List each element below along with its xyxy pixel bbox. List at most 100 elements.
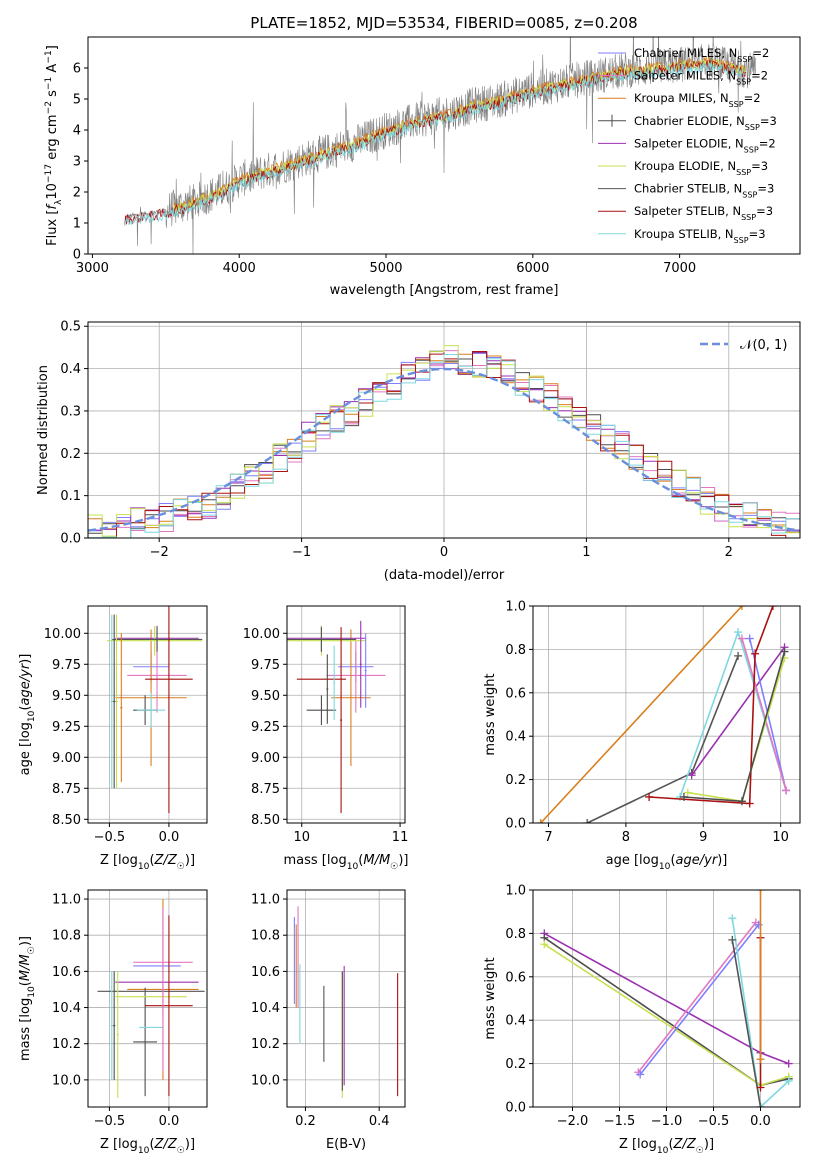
y-tick-label: 9.50 <box>52 689 81 704</box>
weight-marker <box>728 914 737 923</box>
weight-series <box>636 920 763 1079</box>
x-axis-label: age [log10(age/yr)] <box>606 853 728 872</box>
legend-entry: Chabrier ELODIE, NSSP=3 <box>634 114 777 132</box>
y-axis-label: Normed distribution <box>36 365 51 495</box>
x-tick-label: −1 <box>292 545 311 560</box>
weight-marker <box>734 651 743 660</box>
y-tick-label: 10.6 <box>251 965 280 980</box>
y-tick-label: 10.2 <box>52 1037 81 1052</box>
x-axis-label: wavelength [Angstrom, rest frame] <box>330 283 559 298</box>
weight-marker <box>754 920 763 929</box>
x-axis-label: Z [log10(Z/Z☉)] <box>619 1137 714 1156</box>
weight-marker <box>679 792 688 801</box>
x-tick-label: 0.0 <box>159 830 180 845</box>
x-tick-label: 11 <box>392 830 409 845</box>
y-tick-label: 9.75 <box>251 658 280 673</box>
errorbar-point <box>110 971 113 1080</box>
y-tick-label: 10.00 <box>44 627 81 642</box>
errorbar-point <box>333 645 336 721</box>
x-tick-label: −1.0 <box>651 1114 683 1129</box>
x-tick-label: 8 <box>622 830 630 845</box>
legend-entry: Salpeter MILES, NSSP=2 <box>634 69 768 87</box>
y-tick-label: 9.00 <box>251 751 280 766</box>
y-tick-label: 0.0 <box>60 532 81 547</box>
weight-series <box>737 634 791 795</box>
weight-line <box>741 638 787 791</box>
y-tick-label: 6 <box>73 62 81 77</box>
y-tick-label: 0.2 <box>60 447 81 462</box>
x-axis-label: E(B-V) <box>326 1137 366 1152</box>
weight-marker <box>756 1083 765 1092</box>
errorbar-point <box>340 627 343 814</box>
weight-marker <box>768 606 777 610</box>
y-tick-label: 2 <box>73 186 81 201</box>
weight-marker <box>756 890 765 894</box>
panel-residuals: −2 −1 0 1 2 0.0 0.1 0.2 0.3 0.4 0.5 (data-model)/er… <box>36 320 801 583</box>
y-tick-label: 4 <box>73 124 81 139</box>
x-tick-label: 5000 <box>369 261 402 276</box>
weight-series <box>679 647 789 806</box>
plot-background <box>88 890 207 1107</box>
x-tick-label: −1.5 <box>604 1114 636 1129</box>
plot-frame <box>87 889 208 1108</box>
legend-entry: Salpeter ELODIE, NSSP=2 <box>634 136 776 154</box>
legend-entry: Chabrier MILES, NSSP=2 <box>634 46 769 64</box>
plot-background <box>287 606 405 823</box>
y-axis-label: Flux [fλ10−17 erg cm−2 s−1 A−1] <box>44 45 64 246</box>
y-tick-label: 10.0 <box>251 1073 280 1088</box>
y-tick-label: 0.8 <box>505 927 526 942</box>
plot-area <box>287 620 386 814</box>
model-spectrum <box>124 60 747 225</box>
errorbar-point <box>116 971 119 1098</box>
errorbar-point <box>112 614 116 789</box>
x-axis-label: (data-model)/error <box>384 568 505 583</box>
plot-background <box>88 606 207 823</box>
histogram-series <box>88 345 800 537</box>
errorbar-point <box>331 629 371 766</box>
y-tick-label: 10.8 <box>251 929 280 944</box>
weight-marker <box>756 1103 765 1107</box>
errorbar-point <box>326 638 386 713</box>
weight-marker <box>780 647 789 656</box>
y-tick-label: 0.4 <box>60 362 81 377</box>
y-tick-label: 0 <box>73 248 81 263</box>
y-tick-label: 10.00 <box>243 627 280 642</box>
weight-marker <box>645 792 654 801</box>
y-tick-label: 10.0 <box>52 1073 81 1088</box>
weight-marker <box>745 634 754 643</box>
weight-series <box>536 606 746 823</box>
weight-line <box>691 646 786 776</box>
y-tick-label: 0.4 <box>505 730 526 745</box>
legend-entry: Chabrier STELIB, NSSP=3 <box>634 182 774 200</box>
weight-marker <box>756 1055 765 1064</box>
weight-line <box>731 939 762 1107</box>
y-tick-label: 1.0 <box>505 600 526 615</box>
normal-curve <box>88 367 800 532</box>
y-axis-label: mass [log10(M/M☉)] <box>18 936 37 1061</box>
errorbar-point <box>364 633 367 708</box>
errorbar-point <box>306 695 337 726</box>
plot-area <box>124 37 757 254</box>
weight-marker <box>687 771 696 780</box>
x-tick-label: 0.0 <box>750 1114 771 1129</box>
weight-marker <box>737 797 746 806</box>
errorbar-point <box>111 627 203 652</box>
errorbar-point <box>326 654 329 724</box>
plot-area <box>97 899 205 1098</box>
panel-weight-vs-z: −2.0 −1.5 −1.0 −0.5 0.0 0.0 0.2 0.4 0.6 0.8 1.0 Z [… <box>483 884 801 1156</box>
errorbar-point <box>136 692 166 728</box>
weight-marker <box>784 1076 793 1085</box>
model-spectrum <box>172 55 747 212</box>
weight-line <box>540 606 743 823</box>
x-tick-label: 7 <box>544 830 552 845</box>
legend-entry: Salpeter STELIB, NSSP=3 <box>634 204 773 222</box>
errorbar-point <box>359 620 362 708</box>
panel-age-vs-mass: 10 11 8.50 8.75 9.00 9.25 9.50 9.75 10.00 mass [l… <box>243 605 409 872</box>
errorbar-point <box>287 627 356 652</box>
weight-marker <box>536 819 545 823</box>
legend-entry: Kroupa ELODIE, NSSP=3 <box>634 159 768 177</box>
model-spectrum <box>124 61 747 227</box>
x-tick-label: −2.0 <box>557 1114 589 1129</box>
plot-area <box>88 345 800 538</box>
weight-marker <box>737 606 746 610</box>
